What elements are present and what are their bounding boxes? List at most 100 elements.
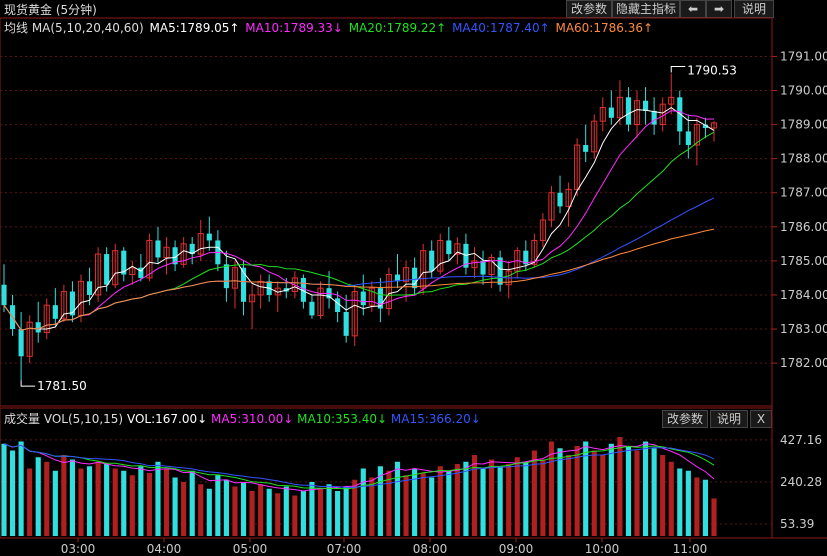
volume-bar [9,450,16,536]
volume-bar [61,455,67,536]
volume-bar [27,468,33,536]
volume-bar [702,479,709,536]
volume-edit-params-button[interactable]: 改参数 [662,410,708,428]
volume-bar [608,443,614,536]
volume-bar [651,448,657,536]
volume-bar [454,464,460,536]
price-tick-label: 1783.00 [780,322,827,336]
candle-body [693,124,700,146]
candle-body [317,287,324,316]
volume-bar [223,479,229,536]
volume-help-button[interactable]: 说明 [710,410,748,428]
volume-tick-label: 53.39 [780,517,814,531]
candle-body [437,239,444,272]
candle-body [385,274,393,310]
price-tick-label: 1785.00 [780,254,827,268]
volume-bar [317,488,324,536]
price-tick-label: 1786.00 [780,220,827,234]
candle-body [1,284,7,306]
volume-bar [531,450,537,536]
ma5-value: MA5:1789.05↑ [149,21,240,35]
candle-body [471,260,478,269]
volume-bar [1,443,7,536]
volume-bar [437,466,443,536]
candle-body [146,239,153,279]
candle-body [412,267,418,289]
candle-body [69,291,75,316]
candle-body [668,96,675,105]
price-tick-label: 1790.00 [780,84,827,98]
candle-body [360,291,366,306]
volume-bar [129,475,135,536]
candle-body [129,267,136,276]
candle-body [420,250,427,289]
candle-body [377,288,383,309]
candle-body [394,274,401,282]
candle-body [548,192,555,221]
volume-bar [480,468,486,536]
volume-bar [394,461,401,536]
candle-body [625,97,632,125]
candle-body [112,250,119,286]
volume-bar [600,455,606,536]
volume-bar [86,466,93,536]
time-tick-label: 11:00 [673,542,708,556]
volume-bar [198,484,204,536]
time-tick-label: 09:00 [499,542,534,556]
volume-bar [44,461,50,536]
volume-bar [104,464,110,536]
ma20-value: MA20:1789.22↑ [348,21,447,35]
volume-bar [18,441,24,536]
volume-bar [625,446,632,536]
vol-ma15-line [3,443,715,488]
candle-body [163,246,170,258]
volume-tick-label: 427.16 [780,433,822,447]
volume-bar [240,482,247,536]
candle-body [189,243,195,255]
candle-body [616,96,623,119]
candle-body [368,287,375,306]
ma40-line [3,197,715,331]
time-tick-label: 03:00 [61,542,96,556]
volume-bar [566,455,572,536]
candle-body [223,264,229,289]
candle-body [557,192,563,207]
price-panel-frame [0,17,773,407]
volume-bar [352,479,358,536]
volume-bar [163,468,170,536]
candle-body [488,256,495,276]
candle-body [677,97,683,132]
candle-body [35,322,41,333]
volume-bar [52,470,58,536]
candle-body [26,321,33,357]
candle-body [591,120,598,153]
volume-bar [677,468,683,536]
volume-bar [326,484,332,536]
candle-body [702,124,709,128]
volume-bar [95,461,101,536]
price-tick-label: 1788.00 [780,152,827,166]
volume-bar [660,455,666,536]
ma60-line [3,228,715,331]
high-marker [670,65,686,73]
price-tick-label: 1787.00 [780,186,827,200]
candle-body [651,110,657,125]
edit-params-button[interactable]: 改参数 [566,0,612,18]
candle-body [574,144,581,190]
candle-body [531,239,538,265]
candle-body [633,100,641,126]
candle-body [197,233,204,255]
candle-body [104,254,110,285]
ma-legend-label: 均线 MA(5,10,20,40,60) [4,21,144,35]
volume-bar [463,461,469,536]
volume-bar [668,461,674,536]
volume-bar [360,468,366,536]
candle-body [497,257,503,285]
volume-bar [685,470,691,536]
vol-ma5-line [3,443,715,492]
candle-body [309,301,315,316]
ma5-line [3,106,715,331]
candle-body [291,277,298,293]
price-tick-label: 1789.00 [780,118,827,132]
candle-body [240,267,247,302]
